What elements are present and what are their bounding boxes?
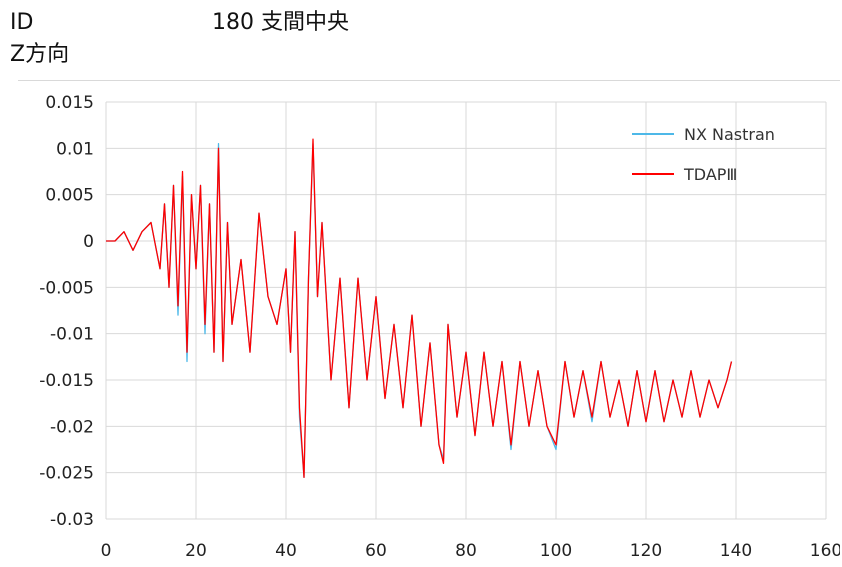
chart-id-label: ID — [10, 10, 34, 35]
y-tick-label: -0.015 — [39, 371, 94, 391]
series-line-1 — [106, 138, 733, 478]
x-axis: 0 20 40 60 80 100 120 140 160 — [101, 541, 840, 561]
x-tick-label: 140 — [720, 541, 752, 561]
x-tick-label: 20 — [185, 541, 207, 561]
line-chart: 0.015 0.01 0.005 0 -0.005 -0.01 -0.015 -0.02 -0.… — [39, 93, 840, 561]
y-tick-label: -0.025 — [39, 464, 94, 484]
y-tick-label: -0.01 — [50, 325, 94, 345]
legend-label-0: NX Nastran — [684, 125, 775, 144]
x-tick-label: 80 — [455, 541, 477, 561]
x-tick-label: 120 — [630, 541, 662, 561]
legend-label-1: TDAPⅢ — [683, 165, 737, 184]
series-layer — [106, 138, 733, 478]
y-axis: 0.015 0.01 0.005 0 -0.005 -0.01 -0.015 -0.02 -0.… — [39, 93, 94, 530]
y-tick-label: 0.01 — [56, 139, 94, 159]
y-tick-label: 0 — [83, 232, 94, 252]
x-tick-label: 40 — [275, 541, 297, 561]
y-tick-label: -0.005 — [39, 278, 94, 298]
x-tick-label: 60 — [365, 541, 387, 561]
y-tick-label: -0.03 — [50, 510, 94, 530]
y-tick-label: 0.015 — [45, 93, 94, 113]
grid-layer — [105, 101, 827, 520]
legend: NX Nastran TDAPⅢ — [632, 125, 775, 184]
chart-direction-label: Z方向 — [10, 42, 70, 67]
y-tick-label: -0.02 — [50, 417, 94, 437]
chart-case-label: 180 支間中央 — [212, 10, 349, 35]
x-tick-label: 160 — [810, 541, 840, 561]
x-tick-label: 100 — [540, 541, 572, 561]
y-tick-label: 0.005 — [45, 186, 94, 206]
x-tick-label: 0 — [101, 541, 112, 561]
chart-frame: 0.015 0.01 0.005 0 -0.005 -0.01 -0.015 -0.02 -0.… — [18, 80, 840, 565]
